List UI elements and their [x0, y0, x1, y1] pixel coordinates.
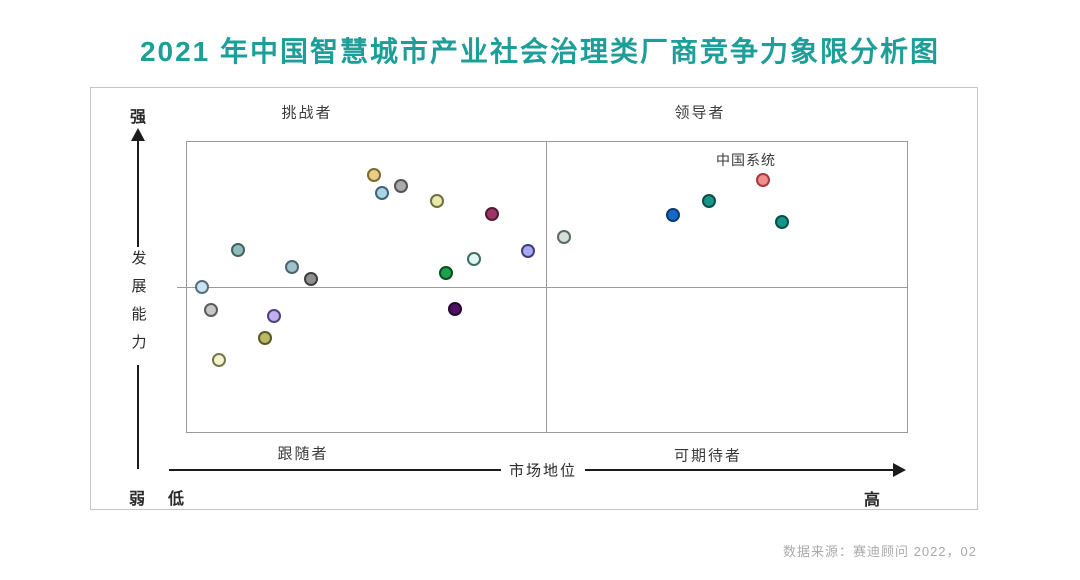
data-point-labeled: [756, 173, 770, 187]
data-point: [467, 252, 481, 266]
x-axis-title: 市场地位: [500, 457, 586, 483]
quadrant-label-promising: 可期待者: [673, 447, 743, 465]
quadrant-label-followers: 跟随者: [277, 445, 329, 463]
quadrant-divider-horizontal: [177, 287, 908, 288]
data-point: [212, 353, 226, 367]
data-point: [375, 186, 389, 200]
data-point: [258, 331, 272, 345]
data-point: [775, 215, 789, 229]
page-title: 2021 年中国智慧城市产业社会治理类厂商竞争力象限分析图: [139, 36, 941, 67]
data-point: [666, 208, 680, 222]
y-axis-title: 发展能力: [125, 247, 151, 365]
quadrant-label-leaders: 领导者: [674, 104, 726, 122]
data-point: [394, 179, 408, 193]
x-axis-arrow-right-icon: [893, 463, 906, 477]
data-point: [439, 266, 453, 280]
y-axis-arrow-up-icon: [131, 128, 145, 141]
point-label: 中国系统: [716, 152, 776, 168]
data-point: [195, 280, 209, 294]
data-point: [231, 243, 245, 257]
data-point: [204, 303, 218, 317]
y-axis-min-label: 弱: [128, 491, 146, 508]
x-axis-min-label: 低: [167, 491, 185, 508]
data-point: [557, 230, 571, 244]
data-point: [430, 194, 444, 208]
data-point: [521, 244, 535, 258]
data-point: [304, 272, 318, 286]
quadrant-label-challengers: 挑战者: [281, 104, 333, 122]
data-point: [485, 207, 499, 221]
data-point: [702, 194, 716, 208]
data-point: [267, 309, 281, 323]
source-note: 数据来源：赛迪顾问 2022，02: [783, 544, 977, 559]
y-axis-max-label: 强: [129, 109, 147, 126]
data-point: [285, 260, 299, 274]
data-point: [448, 302, 462, 316]
data-point: [367, 168, 381, 182]
x-axis-max-label: 高: [863, 492, 881, 509]
